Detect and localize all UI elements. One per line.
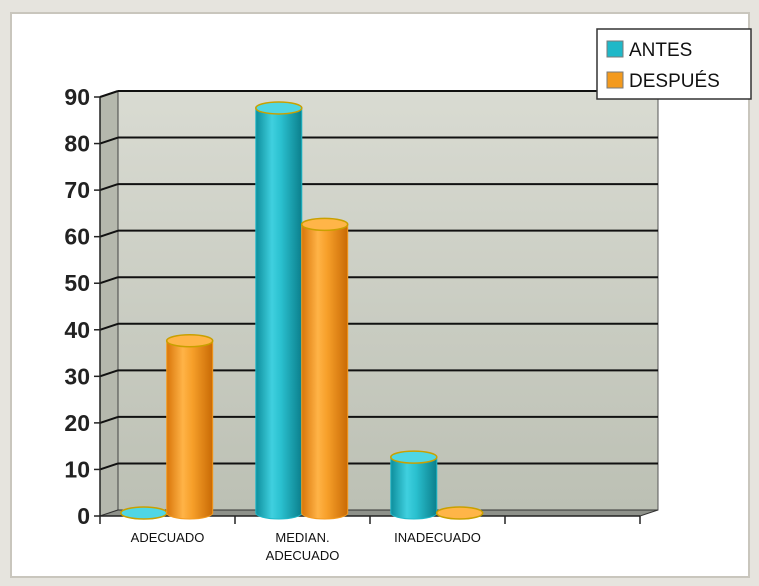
gridline-depth <box>99 322 119 331</box>
bar-cap <box>255 101 303 115</box>
gridline-depth <box>99 183 119 192</box>
y-tick-label: 0 <box>77 503 90 529</box>
bar-después-0 <box>165 333 214 520</box>
x-tick-label: ADECUADO <box>266 548 340 563</box>
gridline-depth <box>99 415 119 424</box>
bar-cap <box>120 506 168 520</box>
gridline-depth <box>99 462 119 471</box>
y-tick-label: 40 <box>64 317 90 343</box>
bar-cap <box>165 333 214 348</box>
y-tick-label: 80 <box>64 131 90 157</box>
x-tick-label: ADECUADO <box>131 530 205 545</box>
gridline-depth <box>99 369 119 378</box>
bar-después-2 <box>435 506 484 520</box>
y-tick-label: 10 <box>64 456 90 482</box>
bar-body <box>255 107 303 520</box>
legend-swatch-antes <box>606 40 624 58</box>
bar-cap <box>300 217 349 232</box>
y-tick-label: 70 <box>64 177 90 203</box>
bar-cap <box>390 450 438 464</box>
bar-después-1 <box>300 217 349 520</box>
plot-side-wall <box>99 90 119 517</box>
gridline-depth <box>99 276 119 285</box>
x-tick-label: INADECUADO <box>394 530 481 545</box>
bar-cap <box>435 506 484 520</box>
y-tick-label: 20 <box>64 410 90 436</box>
y-tick-label: 30 <box>64 363 90 389</box>
gridline-depth <box>99 229 119 238</box>
gridline-depth <box>99 136 119 145</box>
legend: ANTES DESPUÉS <box>596 28 752 100</box>
bar-body <box>166 340 214 520</box>
bar-body <box>390 456 438 520</box>
bar-body <box>301 223 349 520</box>
legend-label-antes: ANTES <box>629 40 692 61</box>
legend-swatch-después <box>606 71 624 89</box>
x-tick-label: MEDIAN. <box>275 530 329 545</box>
y-tick-label: 50 <box>64 270 90 296</box>
gridline-depth <box>99 90 119 98</box>
legend-label-después: DESPUÉS <box>629 71 720 92</box>
bar-antes-1 <box>255 101 303 520</box>
y-tick-label: 60 <box>64 224 90 250</box>
y-tick-label: 90 <box>64 84 90 110</box>
bar-antes-0 <box>120 506 168 520</box>
bar-antes-2 <box>390 450 438 520</box>
